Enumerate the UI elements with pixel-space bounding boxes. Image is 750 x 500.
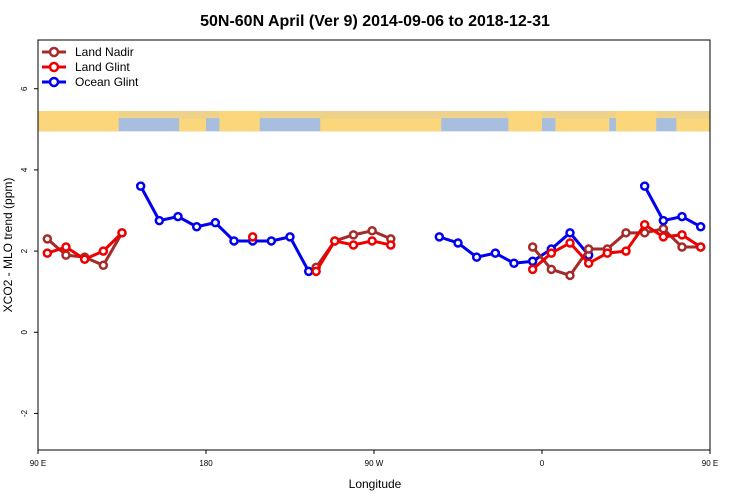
x-tick-label: 180	[199, 459, 213, 468]
ocean-glint-point	[677, 211, 687, 222]
land-glint-point	[621, 246, 631, 256]
ocean-glint-point	[509, 258, 519, 269]
y-axis-ticks: -2 0 2 4 6	[20, 86, 38, 417]
land-glint-series	[42, 228, 127, 264]
x-tick-label: 90 E	[702, 459, 718, 468]
land-glint-point	[42, 248, 53, 258]
land-glint-point	[639, 219, 650, 230]
land-glint-line	[531, 222, 702, 271]
ocean-glint-point	[434, 232, 445, 242]
legend-swatch-marker	[48, 76, 60, 88]
land-nadir-series	[527, 224, 706, 281]
land-glint-point	[247, 232, 258, 242]
ocean-glint-point	[154, 215, 165, 226]
y-tick-label: -2	[20, 409, 29, 417]
land-glint-point	[527, 264, 538, 275]
land-glint-point	[583, 258, 594, 269]
land-glint-point	[330, 236, 340, 246]
land-glint-point	[695, 242, 706, 252]
land-glint-series	[247, 232, 258, 242]
land-glint-point	[79, 254, 90, 264]
ocean-glint-point	[695, 221, 706, 232]
land-glint-point	[311, 266, 321, 277]
ocean-glint-series	[135, 181, 314, 277]
land-glint-point	[367, 236, 377, 246]
x-axis-ticks: 90 E 180 90 W 0 90 E	[30, 450, 718, 468]
ocean-glint-point	[453, 238, 463, 248]
chart-title: 50N-60N April (Ver 9) 2014-09-06 to 2018…	[200, 13, 550, 30]
map-band	[38, 111, 710, 132]
legend-swatch-marker	[48, 61, 60, 73]
land-nadir-point	[565, 270, 575, 281]
y-tick-label: 0	[20, 330, 29, 335]
land-glint-point	[348, 240, 359, 250]
map-land-patch	[320, 118, 442, 132]
y-tick-label: 6	[20, 86, 29, 91]
ocean-glint-point	[639, 181, 650, 191]
land-nadir-point	[583, 244, 594, 254]
land-nadir-point	[61, 250, 71, 260]
land-glint-point	[565, 238, 575, 248]
land-nadir-point	[546, 264, 557, 275]
land-nadir-point	[527, 242, 538, 252]
land-glint-series	[527, 219, 706, 275]
land-glint-point	[117, 228, 127, 238]
land-glint-point	[61, 242, 71, 252]
land-nadir-point	[677, 242, 687, 252]
ocean-glint-point	[490, 248, 501, 258]
ocean-glint-point	[191, 221, 202, 232]
y-tick-label: 2	[20, 248, 29, 253]
ocean-glint-point	[658, 215, 669, 226]
ocean-glint-line	[643, 185, 702, 229]
land-glint-point	[658, 232, 669, 242]
land-nadir-point	[42, 234, 53, 244]
ocean-glint-series	[434, 228, 594, 269]
land-glint-point	[546, 248, 557, 258]
land-glint-series	[311, 236, 396, 277]
map-land-north	[38, 111, 710, 119]
legend-label: Land Glint	[75, 60, 130, 74]
land-glint-point	[98, 246, 109, 256]
ocean-glint-point	[229, 236, 239, 246]
land-nadir-point	[348, 230, 359, 240]
ocean-glint-point	[565, 228, 575, 238]
map-land-patch	[179, 118, 206, 132]
land-nadir-point	[367, 226, 377, 236]
ocean-glint-point	[173, 211, 183, 222]
ocean-glint-point	[135, 181, 146, 191]
x-axis-label: Longitude	[349, 477, 402, 491]
land-nadir-point	[98, 260, 109, 271]
land-glint-point	[386, 240, 396, 250]
land-glint-point	[602, 248, 613, 258]
land-nadir-point	[658, 224, 669, 234]
legend-label: Land Nadir	[75, 45, 134, 59]
land-nadir-point	[621, 228, 631, 238]
ocean-glint-series	[639, 181, 706, 232]
x-tick-label: 0	[540, 459, 545, 468]
ocean-glint-line	[139, 185, 310, 273]
legend-label: Ocean Glint	[75, 75, 139, 89]
y-tick-label: 4	[20, 167, 29, 172]
ocean-glint-point	[303, 266, 314, 277]
map-band-land	[38, 111, 710, 132]
map-land-patch	[555, 118, 610, 132]
y-axis-label: XCO2 - MLO trend (ppm)	[1, 178, 15, 313]
map-land-patch	[676, 118, 710, 132]
ocean-glint-point	[285, 232, 295, 242]
ocean-glint-point	[266, 236, 277, 246]
land-nadir-line	[531, 227, 701, 278]
series-layer	[42, 181, 706, 281]
ocean-glint-point	[210, 217, 221, 228]
ocean-glint-point	[471, 252, 482, 262]
legend-swatch-marker	[48, 46, 60, 58]
x-tick-label: 90 E	[30, 459, 46, 468]
ocean-glint-point	[527, 256, 538, 266]
land-glint-point	[677, 230, 687, 240]
x-tick-label: 90 W	[365, 459, 384, 468]
